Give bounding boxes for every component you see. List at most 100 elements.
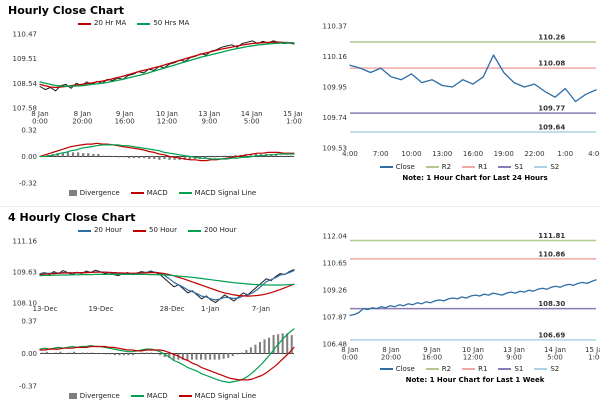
legend-item: S2 (534, 162, 559, 173)
close-line-swatch (379, 368, 393, 370)
svg-text:108.30: 108.30 (538, 300, 565, 308)
divergence-swatch (68, 190, 77, 196)
divergence-swatch (68, 393, 77, 399)
svg-text:15 Jan: 15 Jan (283, 110, 302, 118)
s1-line-swatch (498, 368, 512, 370)
legend-item: 200 Hour (188, 225, 236, 236)
svg-text:0.32: 0.32 (21, 127, 37, 135)
legend-label: 200 Hour (204, 226, 237, 234)
svg-text:9 Jan: 9 Jan (423, 346, 440, 354)
legend-label: S1 (514, 364, 524, 373)
h20-line-swatch (78, 229, 91, 232)
legend-item: Close (379, 364, 415, 375)
svg-text:0.37: 0.37 (21, 318, 37, 326)
svg-text:16:00: 16:00 (115, 118, 135, 126)
svg-text:110.16: 110.16 (323, 53, 348, 61)
svg-text:8 Jan: 8 Jan (74, 110, 91, 118)
svg-text:13:00: 13:00 (432, 150, 452, 158)
svg-text:8 Jan: 8 Jan (31, 110, 48, 118)
ma20-line-swatch (78, 22, 91, 25)
hourly-close-panel: Hourly Close Chart 20 Hr MA 50 Hrs MA 11… (0, 0, 304, 206)
svg-text:19:00: 19:00 (494, 150, 514, 158)
hourly-pivot-legend: Close R2 R1 S1 S2 (350, 161, 600, 173)
legend-label: Close (395, 162, 415, 171)
s1-line-swatch (498, 166, 512, 168)
svg-text:20:00: 20:00 (381, 354, 401, 362)
svg-text:109.95: 109.95 (323, 84, 348, 92)
svg-text:110.26: 110.26 (538, 33, 565, 41)
legend-item: MACD (130, 188, 168, 199)
legend-label: S2 (550, 364, 560, 373)
four-hourly-close-panel: 4 Hourly Close Chart 20 Hour 50 Hour 200… (0, 207, 304, 413)
svg-text:110.47: 110.47 (13, 31, 38, 39)
svg-text:13 Jan: 13 Jan (198, 110, 220, 118)
legend-item: 20 Hr MA (78, 18, 126, 29)
hourly-ma-legend: 20 Hr MA 50 Hrs MA (78, 18, 302, 29)
svg-text:-0.32: -0.32 (19, 180, 37, 188)
macd-line-swatch (130, 192, 144, 194)
legend-item: 20 Hour (78, 225, 122, 236)
hourly-section: Hourly Close Chart 20 Hr MA 50 Hrs MA 11… (0, 0, 600, 206)
svg-text:5:00: 5:00 (244, 118, 260, 126)
svg-text:1-Jan: 1-Jan (201, 305, 219, 313)
legend-label: Close (395, 364, 415, 373)
h50-line-swatch (133, 229, 146, 232)
legend-label: 20 Hour (94, 226, 122, 234)
r2-line-swatch (425, 368, 439, 370)
svg-text:4:00: 4:00 (342, 150, 358, 158)
legend-item: MACD Signal Line (178, 188, 257, 199)
svg-text:5:00: 5:00 (547, 354, 563, 362)
legend-item: Divergence (68, 188, 120, 199)
svg-text:106.69: 106.69 (538, 331, 565, 339)
legend-label: Divergence (79, 188, 120, 197)
svg-text:111.81: 111.81 (538, 232, 565, 240)
legend-label: S1 (514, 162, 524, 171)
svg-text:107.58: 107.58 (13, 105, 38, 113)
svg-text:108.54: 108.54 (13, 80, 38, 88)
legend-label: R1 (478, 162, 488, 171)
s2-line-swatch (534, 166, 548, 168)
svg-text:10 Jan: 10 Jan (462, 346, 484, 354)
four-hourly-pivot-panel: 112.04 110.65 109.26 107.87 106.48 8 Jan 0:00 8… (304, 207, 600, 413)
legend-item: R1 (462, 162, 487, 173)
legend-label: R2 (441, 162, 452, 171)
svg-text:110.86: 110.86 (538, 250, 565, 258)
r1-line-swatch (462, 368, 476, 370)
svg-text:109.26: 109.26 (323, 287, 348, 295)
svg-text:20:00: 20:00 (72, 118, 92, 126)
svg-text:4:00: 4:00 (588, 150, 600, 158)
h200-line-swatch (188, 229, 201, 232)
svg-text:109.64: 109.64 (538, 124, 565, 132)
r2-line-swatch (425, 166, 439, 168)
r1-line-swatch (462, 166, 476, 168)
four-hourly-macd-legend: Divergence MACD MACD Signal Line (40, 390, 296, 402)
macd-line-swatch (130, 395, 144, 397)
s2-line-swatch (534, 368, 548, 370)
svg-text:108.10: 108.10 (13, 300, 38, 308)
hourly-pivot-panel: 110.37 110.16 109.95 109.74 109.53 4:00 7:00 10… (304, 0, 600, 206)
ma50-line-swatch (137, 22, 151, 25)
four-hourly-pivot-note: Note: 1 Hour Chart for Last 1 Week (405, 376, 545, 384)
svg-text:110.08: 110.08 (538, 60, 565, 68)
macd-signal-swatch (178, 395, 192, 397)
svg-text:112.04: 112.04 (323, 233, 348, 241)
legend-label: R2 (441, 364, 452, 373)
four-hourly-macd-chart: 0.37 0.00 -0.37 (6, 316, 302, 390)
svg-text:0.00: 0.00 (21, 153, 37, 161)
svg-text:110.65: 110.65 (323, 260, 348, 268)
legend-label: MACD Signal Line (194, 188, 257, 197)
four-hourly-section: 4 Hourly Close Chart 20 Hour 50 Hour 200… (0, 206, 600, 413)
legend-label: 50 Hrs MA (153, 19, 190, 27)
svg-text:14 Jan: 14 Jan (241, 110, 263, 118)
svg-text:12:00: 12:00 (157, 118, 177, 126)
svg-text:8 Jan: 8 Jan (382, 346, 399, 354)
svg-text:0.00: 0.00 (21, 350, 37, 358)
legend-item: R2 (425, 162, 452, 173)
four-hourly-chart-title: 4 Hourly Close Chart (8, 211, 136, 224)
legend-label: S2 (550, 162, 560, 171)
svg-text:13-Dec: 13-Dec (33, 305, 58, 313)
legend-label: R1 (478, 364, 488, 373)
